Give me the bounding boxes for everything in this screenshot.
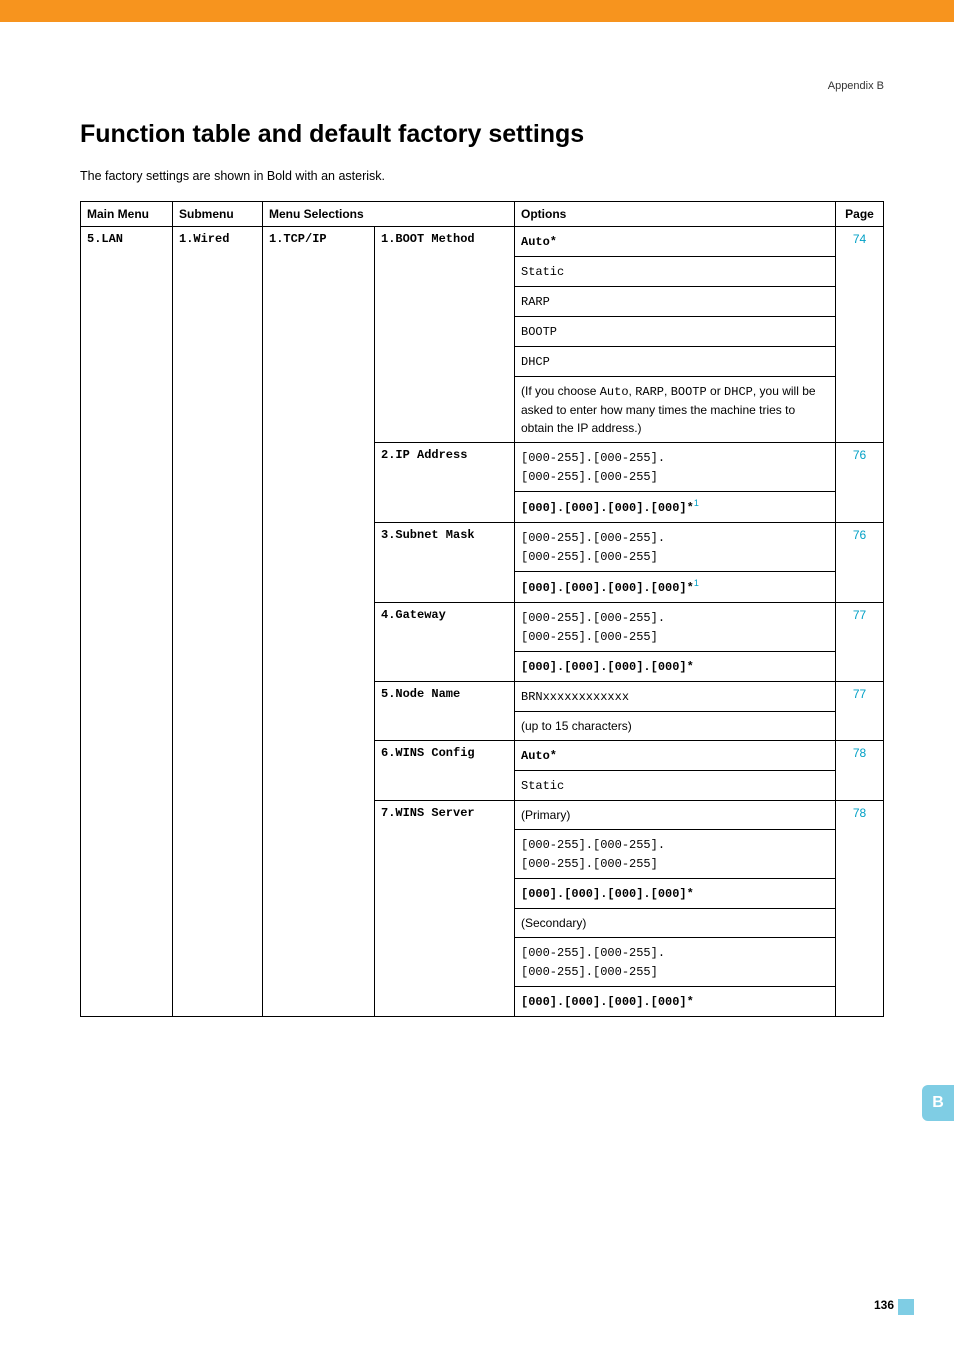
option-cell: (If you choose Auto, RARP, BOOTP or DHCP…: [515, 377, 836, 443]
option-cell: (Secondary): [515, 909, 836, 938]
option-cell: [000].[000].[000].[000]*: [515, 987, 836, 1017]
settings-table: Main Menu Submenu Menu Selections Option…: [80, 201, 884, 1017]
header-page: Page: [836, 202, 884, 227]
menu-selection-2-cell: 1.BOOT Method: [375, 227, 515, 443]
header-menu-selections: Menu Selections: [263, 202, 515, 227]
page-link-cell[interactable]: 74: [836, 227, 884, 443]
option-cell: [000-255].[000-255]. [000-255].[000-255]: [515, 443, 836, 492]
option-cell: (Primary): [515, 801, 836, 830]
page-link-cell[interactable]: 77: [836, 603, 884, 682]
option-cell: [000].[000].[000].[000]*1: [515, 572, 836, 603]
menu-selection-2-cell: 6.WINS Config: [375, 741, 515, 801]
option-cell: BOOTP: [515, 317, 836, 347]
menu-selection-2-cell: 7.WINS Server: [375, 801, 515, 1017]
page-content: Appendix B Function table and default fa…: [0, 0, 954, 1017]
submenu-cell: 1.Wired: [173, 227, 263, 1017]
page-number: 136: [874, 1298, 894, 1312]
option-cell: [000-255].[000-255]. [000-255].[000-255]: [515, 938, 836, 987]
table-row: 5.LAN1.Wired1.TCP/IP1.BOOT MethodAuto*74: [81, 227, 884, 257]
page-heading: Function table and default factory setti…: [80, 120, 884, 149]
option-cell: BRNxxxxxxxxxxxx: [515, 682, 836, 712]
option-cell: Auto*: [515, 227, 836, 257]
header-submenu: Submenu: [173, 202, 263, 227]
menu-selection-2-cell: 2.IP Address: [375, 443, 515, 523]
header-options: Options: [515, 202, 836, 227]
table-header-row: Main Menu Submenu Menu Selections Option…: [81, 202, 884, 227]
page-link-cell[interactable]: 77: [836, 682, 884, 741]
option-cell: (up to 15 characters): [515, 712, 836, 741]
header-main-menu: Main Menu: [81, 202, 173, 227]
menu-selection-2-cell: 3.Subnet Mask: [375, 523, 515, 603]
menu-selection-1-cell: 1.TCP/IP: [263, 227, 375, 1017]
option-cell: Static: [515, 257, 836, 287]
table-body: 5.LAN1.Wired1.TCP/IP1.BOOT MethodAuto*74…: [81, 227, 884, 1017]
page-link-cell[interactable]: 78: [836, 741, 884, 801]
page-link-cell[interactable]: 78: [836, 801, 884, 1017]
intro-text: The factory settings are shown in Bold w…: [80, 169, 884, 183]
option-cell: Static: [515, 771, 836, 801]
option-cell: [000].[000].[000].[000]*: [515, 879, 836, 909]
option-cell: RARP: [515, 287, 836, 317]
option-cell: [000].[000].[000].[000]*1: [515, 492, 836, 523]
main-menu-cell: 5.LAN: [81, 227, 173, 1017]
menu-selection-2-cell: 4.Gateway: [375, 603, 515, 682]
page-number-bar: [898, 1299, 914, 1315]
option-cell: [000].[000].[000].[000]*: [515, 652, 836, 682]
option-cell: [000-255].[000-255]. [000-255].[000-255]: [515, 603, 836, 652]
orange-header-strip: [0, 0, 954, 22]
option-cell: Auto*: [515, 741, 836, 771]
page-link-cell[interactable]: 76: [836, 523, 884, 603]
option-cell: DHCP: [515, 347, 836, 377]
option-cell: [000-255].[000-255]. [000-255].[000-255]: [515, 830, 836, 879]
appendix-label: Appendix B: [80, 80, 884, 92]
option-cell: [000-255].[000-255]. [000-255].[000-255]: [515, 523, 836, 572]
page-link-cell[interactable]: 76: [836, 443, 884, 523]
menu-selection-2-cell: 5.Node Name: [375, 682, 515, 741]
section-side-tab: B: [922, 1085, 954, 1121]
